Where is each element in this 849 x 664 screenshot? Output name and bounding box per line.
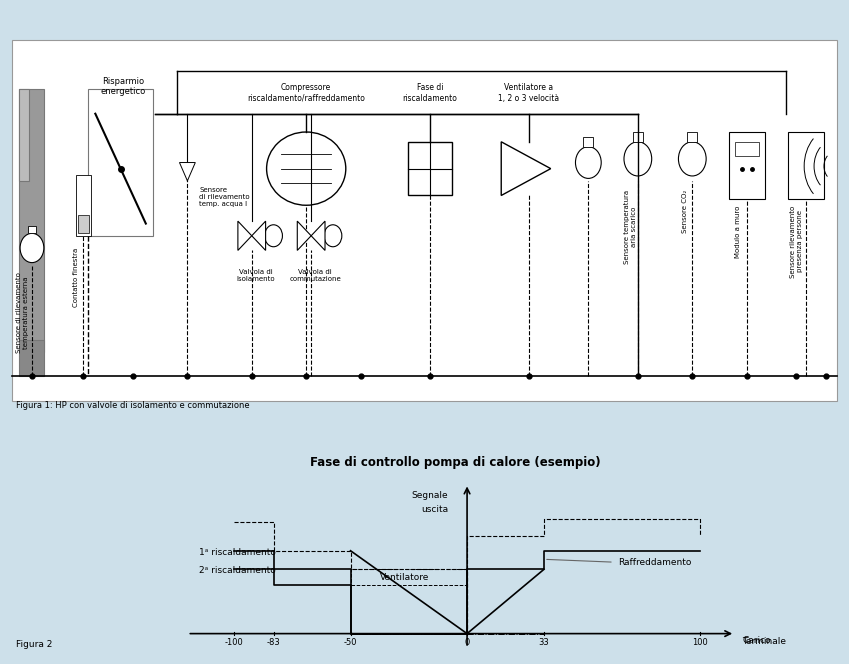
Text: Sensore di rilevamento
temperatura esterna: Sensore di rilevamento temperatura ester… [15, 272, 29, 353]
Polygon shape [297, 221, 311, 250]
Text: 33: 33 [538, 638, 549, 647]
Circle shape [324, 225, 342, 247]
Bar [19, 89, 29, 181]
Text: 1ᵃ riscaldamento: 1ᵃ riscaldamento [199, 548, 276, 556]
Polygon shape [238, 221, 252, 250]
Text: Figura 1: HP con valvole di isolamento e commutazione: Figura 1: HP con valvole di isolamento e… [16, 401, 250, 410]
Text: -50: -50 [344, 638, 357, 647]
Bar [88, 89, 153, 236]
Text: 0: 0 [464, 638, 469, 647]
Bar [583, 137, 593, 147]
Bar [28, 226, 36, 233]
Text: Carico: Carico [742, 637, 771, 645]
Text: Sensore CO₂: Sensore CO₂ [683, 189, 689, 232]
Polygon shape [501, 142, 551, 195]
Text: -100: -100 [225, 638, 244, 647]
Text: Ventilatore a
1, 2 o 3 velocità: Ventilatore a 1, 2 o 3 velocità [498, 83, 559, 103]
Bar [19, 339, 44, 376]
Circle shape [624, 142, 652, 176]
Bar [729, 132, 765, 199]
Text: Sensore temperatura
aria scarico: Sensore temperatura aria scarico [624, 189, 638, 264]
Text: Risparmio
energetico: Risparmio energetico [100, 77, 146, 96]
Bar [77, 215, 89, 233]
Bar [735, 142, 759, 157]
Text: Valvola di
commutazione: Valvola di commutazione [290, 269, 341, 282]
Text: 2ᵃ riscaldamento: 2ᵃ riscaldamento [199, 566, 276, 575]
Ellipse shape [267, 132, 346, 205]
Text: -83: -83 [267, 638, 280, 647]
Bar [789, 132, 824, 199]
Text: Fase di
riscaldamento: Fase di riscaldamento [402, 83, 458, 103]
Text: Figura 2: Figura 2 [16, 639, 53, 649]
Text: Compressore
riscaldamento/raffreddamento: Compressore riscaldamento/raffreddamento [247, 83, 365, 103]
Polygon shape [179, 163, 195, 181]
Text: uscita: uscita [421, 505, 448, 514]
Text: Ventilatore: Ventilatore [380, 574, 429, 582]
Circle shape [20, 233, 44, 263]
Bar [408, 142, 452, 195]
Circle shape [265, 225, 283, 247]
Text: Segnale: Segnale [412, 491, 448, 500]
Text: 100: 100 [692, 638, 708, 647]
Circle shape [576, 147, 601, 179]
Polygon shape [252, 221, 266, 250]
Text: Terminale: Terminale [742, 637, 786, 647]
Bar [12, 41, 837, 400]
Text: Valvola di
Isolamento: Valvola di Isolamento [236, 269, 275, 282]
Circle shape [678, 142, 706, 176]
Bar [688, 132, 697, 142]
Bar [633, 132, 643, 142]
Text: Sensore
di rilevamento
temp. acqua I: Sensore di rilevamento temp. acqua I [200, 187, 250, 207]
Bar [19, 89, 44, 352]
Bar [76, 175, 92, 236]
Text: Raffreddamento: Raffreddamento [619, 558, 692, 566]
Text: Fase di controllo pompa di calore (esempio): Fase di controllo pompa di calore (esemp… [310, 456, 601, 469]
Text: Sensore rilevamento
presenza persone: Sensore rilevamento presenza persone [790, 205, 803, 278]
Polygon shape [311, 221, 325, 250]
Text: Modulo a muro: Modulo a muro [735, 205, 741, 258]
Text: Contatto finestra: Contatto finestra [72, 248, 78, 307]
